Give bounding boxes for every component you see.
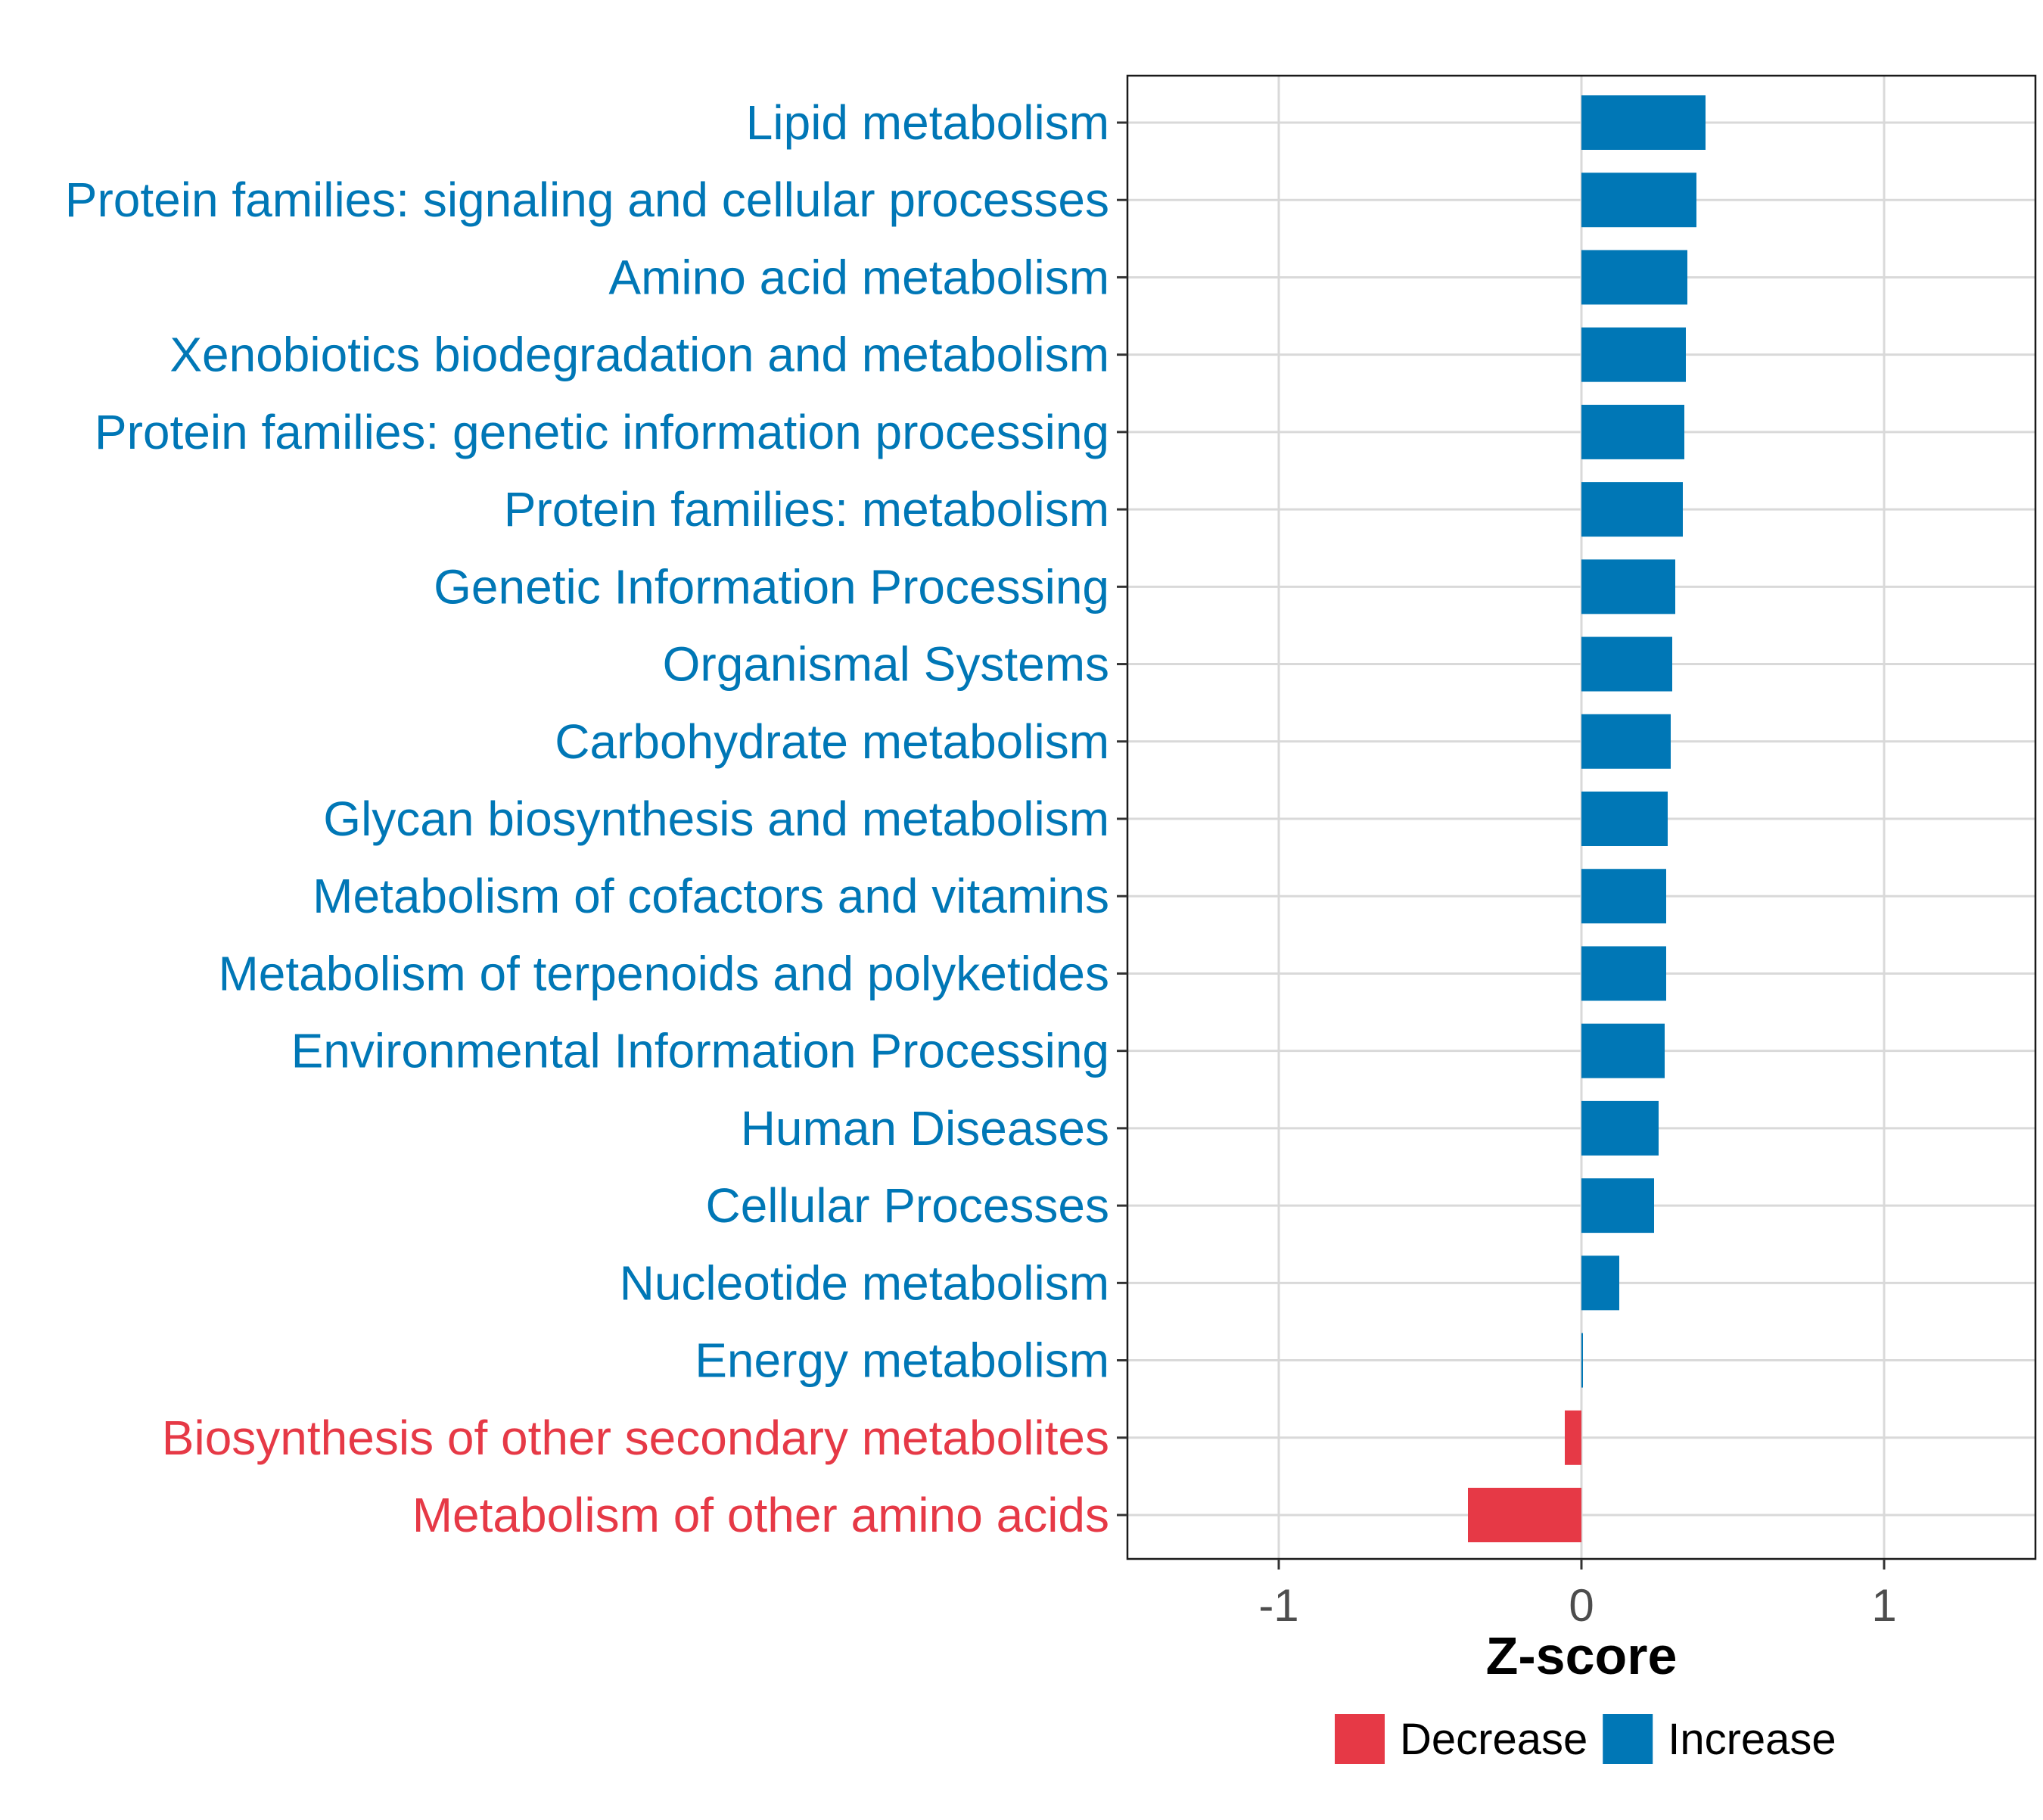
category-label-6: Protein families: metabolism bbox=[504, 482, 1109, 537]
category-label-19: Metabolism of other amino acids bbox=[412, 1488, 1109, 1542]
x-axis-ticks: -1 0 1 bbox=[1258, 1559, 1897, 1631]
category-label-18: Biosynthesis of other secondary metaboli… bbox=[162, 1411, 1109, 1465]
legend-label-decrease: Decrease bbox=[1400, 1715, 1587, 1764]
category-label-9: Carbohydrate metabolism bbox=[555, 714, 1109, 769]
category-label-13: Environmental Information Processing bbox=[291, 1024, 1109, 1078]
category-label-8: Organismal Systems bbox=[663, 637, 1109, 692]
legend: Decrease Increase bbox=[1335, 1714, 1836, 1764]
category-label-7: Genetic Information Processing bbox=[434, 559, 1109, 614]
category-label-10: Glycan biosynthesis and metabolism bbox=[323, 792, 1109, 846]
legend-key-decrease bbox=[1335, 1714, 1385, 1764]
category-label-17: Energy metabolism bbox=[695, 1333, 1109, 1388]
bar-18 bbox=[1565, 1410, 1581, 1465]
x-axis-title: Z-score bbox=[1486, 1626, 1678, 1685]
bar-layer bbox=[1468, 95, 1706, 1542]
bar-8 bbox=[1581, 636, 1672, 692]
category-label-12: Metabolism of terpenoids and polyketides bbox=[218, 946, 1109, 1000]
category-label-1: Lipid metabolism bbox=[746, 95, 1109, 150]
bar-2 bbox=[1581, 173, 1696, 228]
x-tick-label: -1 bbox=[1258, 1580, 1298, 1631]
legend-key-increase bbox=[1603, 1714, 1653, 1764]
bar-4 bbox=[1581, 327, 1686, 382]
bar-7 bbox=[1581, 559, 1675, 614]
category-label-16: Nucleotide metabolism bbox=[620, 1255, 1109, 1310]
category-label-15: Cellular Processes bbox=[705, 1178, 1109, 1233]
x-tick-label: 1 bbox=[1871, 1580, 1896, 1631]
bar-12 bbox=[1581, 946, 1666, 1001]
x-tick-label: 0 bbox=[1569, 1580, 1594, 1631]
category-label-14: Human Diseases bbox=[741, 1101, 1109, 1156]
legend-label-increase: Increase bbox=[1668, 1715, 1836, 1764]
category-label-5: Protein families: genetic information pr… bbox=[95, 405, 1109, 459]
bar-1 bbox=[1581, 95, 1706, 150]
bar-14 bbox=[1581, 1100, 1659, 1156]
category-label-2: Protein families: signaling and cellular… bbox=[65, 173, 1109, 227]
bar-11 bbox=[1581, 869, 1666, 924]
bar-15 bbox=[1581, 1178, 1654, 1234]
bar-6 bbox=[1581, 482, 1683, 537]
category-label-3: Amino acid metabolism bbox=[608, 250, 1109, 304]
bar-17 bbox=[1581, 1333, 1583, 1388]
bar-13 bbox=[1581, 1023, 1665, 1078]
y-tick-marks bbox=[1117, 121, 1127, 1517]
bar-5 bbox=[1581, 404, 1684, 459]
category-label-11: Metabolism of cofactors and vitamins bbox=[313, 869, 1109, 923]
bar-19 bbox=[1468, 1488, 1581, 1542]
bar-3 bbox=[1581, 250, 1687, 305]
category-labels: Lipid metabolism Protein families: signal… bbox=[65, 95, 1109, 1542]
bar-10 bbox=[1581, 792, 1668, 846]
category-label-4: Xenobiotics biodegradation and metabolis… bbox=[169, 328, 1109, 382]
bar-9 bbox=[1581, 714, 1671, 769]
bar-16 bbox=[1581, 1255, 1619, 1311]
